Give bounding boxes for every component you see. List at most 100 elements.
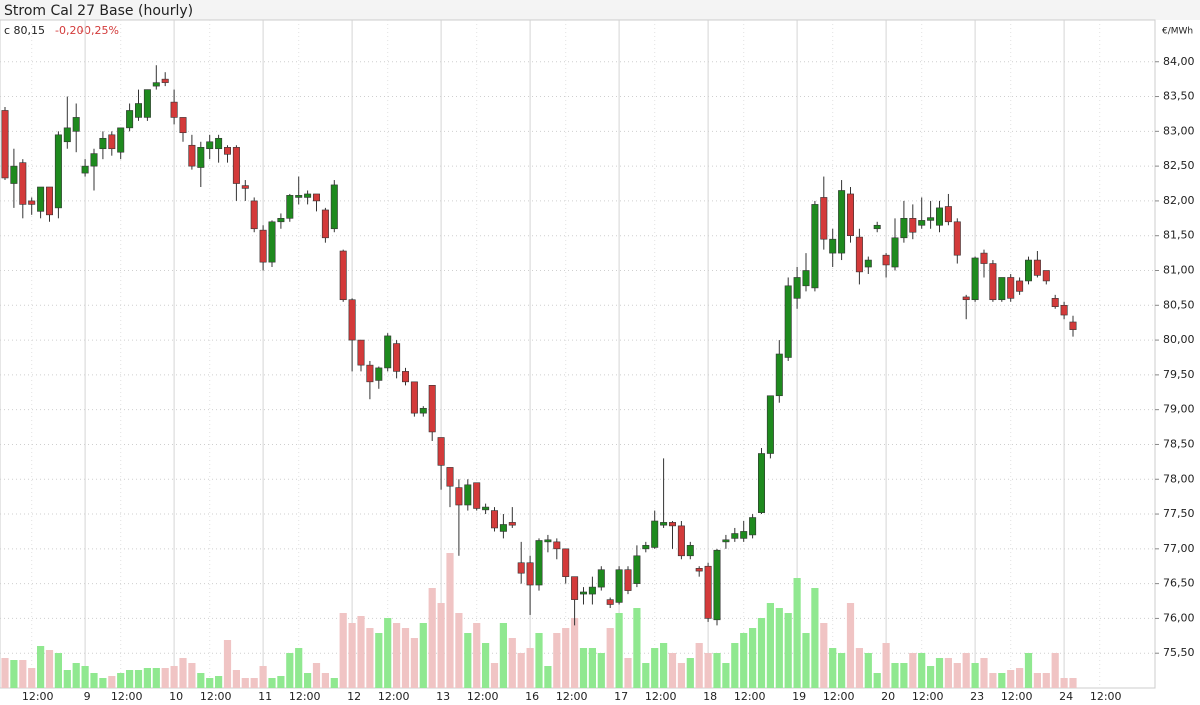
candle-body [250,200,258,230]
volume-bar [535,633,543,688]
candle-body [108,134,116,150]
volume-bar [731,643,739,688]
candle-body [651,520,659,548]
candle-body [749,517,757,536]
candle-body [793,277,801,299]
volume-bar [54,653,62,688]
volume-bar [126,670,134,688]
volume-bar [980,658,988,688]
volume-bar [241,678,249,688]
y-tick-label: 76,00 [1163,611,1195,624]
candle-body [713,549,721,621]
candle-body [428,385,436,433]
volume-bar [855,648,863,688]
volume-bar [312,663,321,688]
candle-body [526,562,534,586]
volume-bar [882,643,890,688]
candle-body [1016,280,1024,292]
volume-bar [419,623,427,688]
x-tick-label: 12:00 [289,690,321,703]
candle-body [757,453,765,513]
volume-bar [597,653,605,688]
volume-bar [37,646,45,688]
candle-body [241,185,249,189]
candle-body [45,186,53,216]
y-tick-label: 79,50 [1163,368,1195,381]
candle-body [224,147,232,155]
candle-body [784,285,792,358]
x-tick-label: 18 [703,690,717,703]
candle-body [348,299,356,341]
volume-bar [962,653,970,688]
volume-bar [437,603,445,688]
x-tick-label: 12:00 [22,690,54,703]
candle-body [1060,304,1068,316]
x-tick-label: 12:00 [200,690,232,703]
candle-body [54,134,62,209]
volume-bar [838,653,846,688]
candle-body [935,207,943,226]
y-tick-label: 75,50 [1163,646,1195,659]
volume-bar [677,663,685,688]
candle-body [401,371,409,383]
y-tick-label: 82,00 [1163,194,1195,207]
x-tick-label: 24 [1059,690,1073,703]
candle-body [339,250,347,301]
candle-body [775,353,783,397]
header-bar [0,0,1200,20]
x-tick-label: 12:00 [556,690,588,703]
volume-bar [820,623,828,688]
volume-bar [668,653,677,688]
y-tick-label: 81,00 [1163,264,1195,277]
volume-bar [544,666,552,688]
candle-body [366,364,374,383]
volume-bar [384,618,392,688]
volume-bar [72,663,80,688]
volume-bar [900,663,908,688]
y-tick-label: 80,50 [1163,298,1195,311]
candle-body [980,252,988,264]
volume-bar [846,603,855,688]
volume-bar [526,648,534,688]
volume-bar [152,668,160,688]
candle-body [81,165,89,174]
candle-body [321,209,329,239]
volume-bar [1024,653,1033,688]
candle-body [517,562,525,574]
candle-body [152,82,160,87]
candle-body [562,548,570,577]
candle-body [989,263,997,301]
volume-bar [250,678,258,688]
volume-bar [909,653,917,688]
candle-body [330,184,338,230]
candle-body [615,569,623,603]
candle-body [891,237,899,268]
volume-bar [455,613,463,688]
volume-bar [268,678,276,688]
candle-body [1,110,9,179]
candle-body [971,257,979,301]
volume-bar [223,640,232,688]
volume-bar [517,653,525,688]
candle-body [846,193,854,237]
candle-body [900,218,908,239]
volume-bar [935,658,944,688]
x-tick-label: 9 [84,690,91,703]
volume-bar [615,613,623,688]
volume-bar [793,578,801,688]
volume-bar [304,673,312,688]
volume-bar [553,633,561,688]
candle-body [161,78,169,83]
candle-body [232,147,240,184]
candle-body [873,224,881,230]
y-tick-label: 83,50 [1163,90,1195,103]
volume-bar [953,663,961,688]
candle-body [499,524,507,532]
volume-bar [757,618,766,688]
volume-bar [651,648,659,688]
volume-bar [473,623,481,688]
volume-bar [330,678,338,688]
candle-body [740,531,748,539]
candle-body [357,339,365,366]
candle-body [286,195,294,219]
